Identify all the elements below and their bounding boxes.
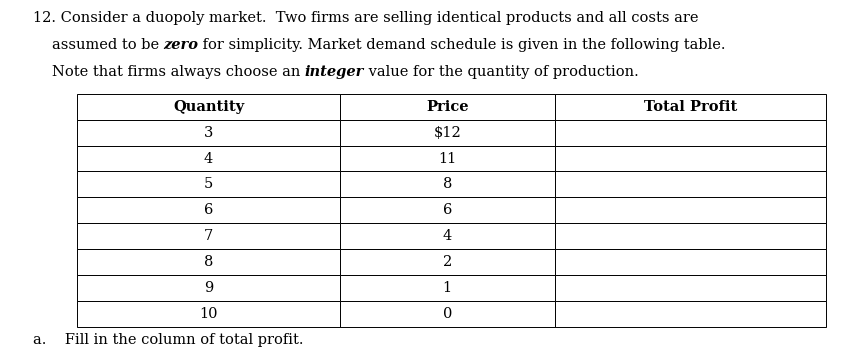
Bar — [340, 275, 555, 301]
Text: 7: 7 — [204, 229, 213, 243]
Text: 4: 4 — [443, 229, 452, 243]
Bar — [77, 197, 340, 223]
Text: Quantity: Quantity — [173, 100, 244, 114]
Text: 12. Consider a duopoly market.  Two firms are selling identical products and all: 12. Consider a duopoly market. Two firms… — [33, 11, 698, 25]
Text: 10: 10 — [200, 307, 218, 321]
Text: 6: 6 — [204, 203, 213, 217]
Text: integer: integer — [304, 65, 364, 79]
Bar — [555, 120, 826, 145]
Text: for simplicity. Market demand schedule is given in the following table.: for simplicity. Market demand schedule i… — [199, 38, 726, 52]
Text: 6: 6 — [443, 203, 452, 217]
Text: 1: 1 — [443, 281, 452, 295]
Text: 2: 2 — [443, 255, 452, 269]
Bar — [555, 94, 826, 120]
Text: zero: zero — [163, 38, 199, 52]
Text: Price: Price — [426, 100, 469, 114]
Bar — [340, 145, 555, 171]
Bar — [555, 197, 826, 223]
Bar — [555, 223, 826, 249]
Bar — [555, 171, 826, 197]
Text: 11: 11 — [438, 152, 457, 166]
Bar — [77, 171, 340, 197]
Text: 5: 5 — [204, 177, 213, 191]
Bar — [340, 197, 555, 223]
Bar — [555, 145, 826, 171]
Bar — [77, 223, 340, 249]
Text: 8: 8 — [204, 255, 213, 269]
Bar — [340, 223, 555, 249]
Text: 3: 3 — [204, 126, 213, 140]
Bar — [77, 275, 340, 301]
Bar — [555, 275, 826, 301]
Text: assumed to be: assumed to be — [52, 38, 163, 52]
Bar — [77, 94, 340, 120]
Bar — [555, 301, 826, 327]
Text: a.    Fill in the column of total profit.: a. Fill in the column of total profit. — [33, 332, 304, 347]
Bar — [340, 171, 555, 197]
Text: value for the quantity of production.: value for the quantity of production. — [364, 65, 639, 79]
Text: 9: 9 — [204, 281, 213, 295]
Text: $12: $12 — [433, 126, 461, 140]
Text: Note that firms always choose an: Note that firms always choose an — [52, 65, 304, 79]
Text: 4: 4 — [204, 152, 213, 166]
Text: 0: 0 — [443, 307, 452, 321]
Bar — [77, 145, 340, 171]
Text: Total Profit: Total Profit — [643, 100, 737, 114]
Bar — [340, 249, 555, 275]
Bar — [340, 301, 555, 327]
Bar — [77, 301, 340, 327]
Bar — [340, 94, 555, 120]
Bar — [77, 120, 340, 145]
Bar — [77, 249, 340, 275]
Bar — [340, 120, 555, 145]
Text: 8: 8 — [443, 177, 452, 191]
Bar — [555, 249, 826, 275]
